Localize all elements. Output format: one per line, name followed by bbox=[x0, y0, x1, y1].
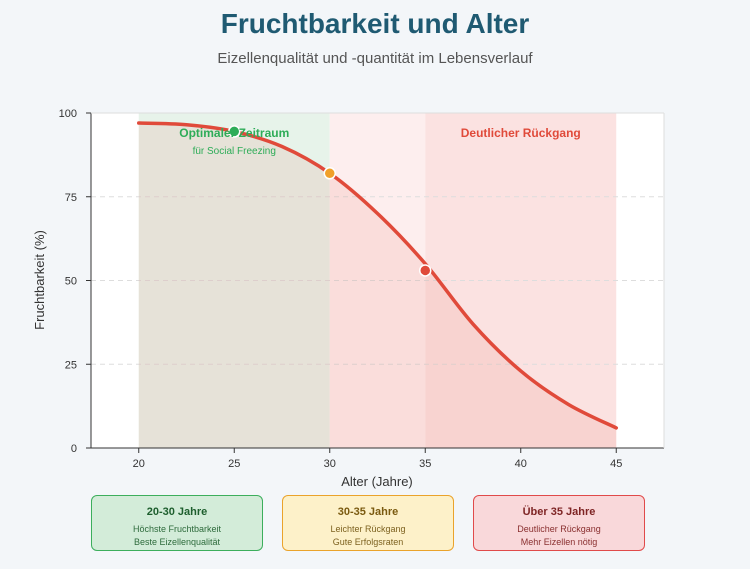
y-tick-label: 25 bbox=[65, 359, 77, 371]
card-line-2: Gute Erfolgsraten bbox=[332, 537, 404, 547]
x-axis-label: Alter (Jahre) bbox=[341, 474, 413, 489]
info-card-over-35: Über 35 Jahre Deutlicher Rückgang Mehr E… bbox=[473, 495, 645, 551]
y-tick-label: 50 bbox=[65, 276, 77, 288]
y-axis-label: Fruchtbarkeit (%) bbox=[32, 230, 47, 330]
x-tick-label: 35 bbox=[419, 458, 431, 470]
x-tick-label: 45 bbox=[610, 458, 622, 470]
highlight-point-1 bbox=[323, 167, 336, 180]
region-sublabel-0: für Social Freezing bbox=[193, 146, 276, 157]
card-line: Leichter Rückgang Gute Erfolgsraten bbox=[283, 523, 453, 549]
region-band-0 bbox=[138, 113, 330, 448]
card-line-2: Beste Eizellenqualität bbox=[133, 537, 221, 547]
series-area bbox=[138, 123, 617, 449]
x-tick-label: 25 bbox=[228, 458, 240, 470]
card-title: 30-35 Jahre bbox=[337, 506, 399, 518]
card-line-1: Höchste Fruchtbarkeit bbox=[132, 524, 222, 534]
fertility-chart: Optimaler Zeitraum für Social Freezing Deu… bbox=[32, 108, 665, 489]
page-subtitle: Eizellenqualität und -quantität im Leben… bbox=[217, 50, 533, 67]
card-title: 20-30 Jahre bbox=[146, 506, 208, 518]
card-line-1: Leichter Rückgang bbox=[330, 524, 406, 534]
info-card-20-30: 20-30 Jahre Höchste Fruchtbarkeit Beste … bbox=[91, 495, 263, 551]
series-line bbox=[137, 121, 618, 430]
highlight-point-2 bbox=[419, 264, 432, 277]
x-tick-label: 40 bbox=[515, 458, 527, 470]
x-tick-label: 20 bbox=[133, 458, 145, 470]
card-line: Deutlicher Rückgang Mehr Eizellen nötig bbox=[474, 523, 644, 549]
region-label-0: Optimaler Zeitraum bbox=[179, 126, 289, 140]
card-line-2: Mehr Eizellen nötig bbox=[520, 537, 598, 547]
page-title: Fruchtbarkeit und Alter bbox=[220, 8, 530, 39]
y-tick-label: 75 bbox=[65, 192, 77, 204]
region-band-2 bbox=[425, 113, 617, 448]
highlight-point-0 bbox=[228, 125, 241, 138]
card-line: Höchste Fruchtbarkeit Beste Eizellenqual… bbox=[92, 523, 262, 549]
card-title: Über 35 Jahre bbox=[522, 506, 596, 518]
card-line-1: Deutlicher Rückgang bbox=[517, 524, 601, 534]
x-tick-label: 30 bbox=[324, 458, 336, 470]
region-label-2: Deutlicher Rückgang bbox=[461, 126, 581, 140]
info-card-30-35: 30-35 Jahre Leichter Rückgang Gute Erfol… bbox=[282, 495, 454, 551]
y-tick-label: 0 bbox=[71, 443, 77, 455]
y-tick-label: 100 bbox=[59, 108, 77, 120]
